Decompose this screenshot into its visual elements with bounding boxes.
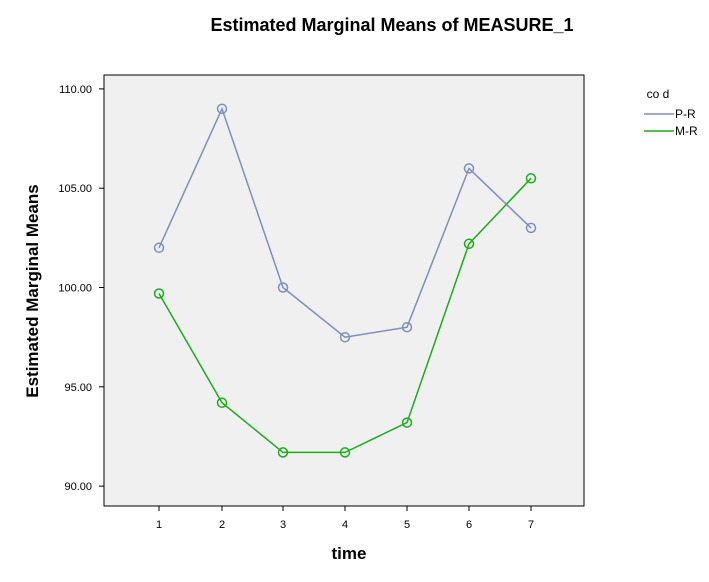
x-tick-label: 3 [280,519,286,531]
series-layer [153,103,537,458]
data-point-m-r [216,397,228,408]
data-point-p-r [463,163,475,174]
data-point-m-r [525,173,537,184]
x-tick-label: 4 [342,519,348,531]
data-point-m-r [401,417,413,428]
data-point-p-r [216,103,228,115]
data-point-p-r [277,282,289,293]
legend-title: co d [647,87,670,101]
y-tick-label: 95.00 [64,382,92,394]
x-tick-label: 2 [219,519,225,531]
x-axis: 1 2 3 4 5 6 7 [156,506,534,531]
legend: co d P-R M-R [644,87,698,138]
plot-area [103,74,585,507]
x-tick-label: 7 [528,519,534,531]
data-point-p-r [401,321,413,333]
legend-label: P-R [675,107,696,121]
x-tick-label: 6 [466,519,472,531]
series-line-p-r [158,106,532,338]
data-point-p-r [153,242,165,254]
y-tick-label: 110.00 [59,84,92,96]
x-tick-label: 1 [156,519,162,531]
x-axis-title: time [332,544,367,563]
y-axis-title: Estimated Marginal Means [23,184,42,398]
y-tick-label: 100.00 [58,283,92,295]
data-point-m-r [463,238,475,250]
data-point-m-r [153,288,165,299]
data-point-p-r [525,222,537,234]
data-point-m-r [339,447,351,458]
y-axis: 90.00 95.00 100.00 105.00 110.00 [58,84,104,493]
chart-title: Estimated Marginal Means of MEASURE_1 [210,15,573,35]
series-line-m-r [158,177,532,454]
y-tick-label: 90.00 [64,481,92,493]
legend-label: M-R [675,124,698,138]
data-point-m-r [277,447,289,458]
x-tick-label: 5 [404,519,410,531]
y-tick-label: 105.00 [58,183,92,195]
data-point-p-r [339,331,351,343]
